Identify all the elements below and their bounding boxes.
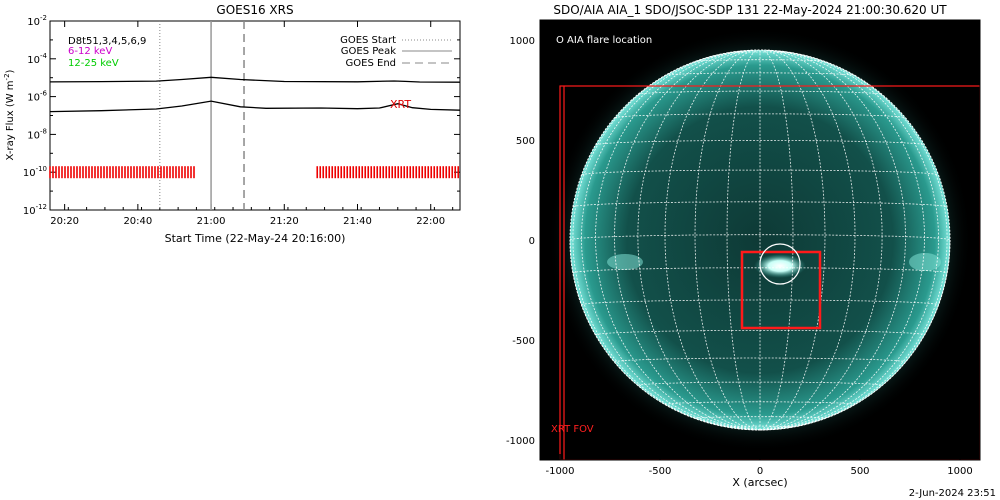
aia-x-tick-label: -500 (649, 466, 672, 477)
footer-timestamp: 2-Jun-2024 23:51 (909, 488, 996, 499)
aia-overlays (559, 85, 980, 460)
goes-y-tick-label-exp: -6 (40, 90, 48, 98)
aia-panel: SDO/AIA AIA_1 SDO/JSOC-SDP 131 22-May-20… (506, 3, 981, 489)
goes-y-tick-label: 10-10 (23, 165, 47, 179)
aia-longitude-line (637, 49, 761, 431)
aia-longitude-line (759, 50, 939, 431)
goes-event-lines (159, 21, 245, 210)
goes-y-tick-label: 10-8 (27, 127, 47, 141)
aia-bright-region-west (909, 253, 941, 271)
goes-x-tick-label: 21:00 (197, 216, 226, 227)
goes-xrt-label: XRT (390, 98, 411, 111)
aia-x-tick-label: 1000 (947, 466, 972, 477)
aia-y-tick-label: -1000 (506, 436, 535, 447)
goes-x-tick-label: 21:40 (343, 216, 372, 227)
aia-longitude-line (759, 49, 856, 431)
goes-series-line (49, 76, 461, 83)
goes-series (49, 76, 461, 113)
aia-x-axis: -1000 -500 0 500 1000 (545, 454, 973, 477)
goes-x-axis-label: Start Time (22-May-24 20:16:00) (165, 232, 346, 245)
aia-longitude-line (664, 49, 761, 431)
aia-heliographic-grid (569, 49, 951, 431)
aia-y-tick-label: 0 (529, 236, 535, 247)
aia-flare-legend: O AIA flare location (556, 35, 652, 46)
aia-latitude-line (637, 90, 883, 95)
goes-y-tick-label-exp: -8 (40, 127, 47, 135)
aia-longitude-line (759, 49, 883, 431)
goes-x-tick-label: 20:40 (123, 216, 152, 227)
aia-latitude-line (664, 72, 856, 76)
aia-y-tick-label: 500 (516, 136, 535, 147)
aia-latitude-line (595, 140, 925, 146)
aia-latitude-line (637, 381, 883, 386)
goes-y-tick-label-base: 10 (27, 130, 40, 141)
aia-bright-region-east (607, 254, 643, 270)
goes-y-tick-label-exp: -2 (40, 14, 47, 22)
aia-flare-legend-text: O AIA flare location (556, 35, 652, 46)
aia-longitude-line (759, 49, 906, 431)
goes-y-tick-label-base: 10 (23, 168, 36, 179)
goes-series-line (49, 100, 461, 113)
legend-goes-peak: GOES Peak (341, 46, 396, 57)
goes-y-tick-label-base: 10 (23, 206, 36, 217)
aia-xrt-fov-box (559, 85, 980, 460)
aia-limb (569, 49, 951, 431)
goes-legend-left: D8t51,3,4,5,6,9 6-12 keV 12-25 keV (68, 36, 146, 69)
legend-goes-start: GOES Start (340, 35, 396, 46)
goes-y-tick-label-base: 10 (27, 55, 40, 66)
goes-y-tick-label: 10-6 (27, 90, 47, 104)
aia-title: SDO/AIA AIA_1 SDO/JSOC-SDP 131 22-May-20… (553, 3, 947, 17)
goes-y-tick-label-base: 10 (27, 17, 40, 28)
aia-longitude-line (694, 49, 761, 431)
goes-x-tick-label: 20:20 (50, 216, 79, 227)
aia-x-tick-label: 500 (850, 466, 869, 477)
goes-y-tick-label: 10-12 (23, 203, 47, 217)
aia-xrt-fov-label: XRT FOV (551, 424, 594, 435)
aia-flare-glow (754, 254, 806, 278)
legend-goes-end: GOES End (346, 58, 396, 69)
legend-left-entry-2: 12-25 keV (68, 58, 119, 69)
aia-longitude-line (572, 53, 761, 431)
aia-latitude-line (581, 169, 939, 176)
goes-y-axis-label-close: ) (5, 69, 16, 73)
goes-y-tick-label-exp: -4 (40, 52, 48, 60)
goes-x-tick-label: 21:20 (270, 216, 299, 227)
goes-y-tick-label-base: 10 (27, 93, 40, 104)
aia-longitude-line (726, 49, 761, 431)
goes-chart-title: GOES16 XRS (216, 3, 293, 17)
legend-left-entry-1: 6-12 keV (68, 46, 112, 57)
aia-longitude-line (759, 50, 925, 431)
aia-x-axis-label: X (arcsec) (732, 476, 787, 489)
aia-x-tick-label: -1000 (545, 466, 574, 477)
aia-longitude-line (581, 50, 761, 431)
goes-y-tick-label: 10-2 (27, 14, 47, 28)
aia-longitude-line (759, 53, 948, 431)
goes-y-tick-label-exp: -12 (36, 203, 47, 211)
aia-longitude-line (595, 50, 761, 431)
aia-y-tick-label: -500 (512, 336, 535, 347)
aia-xrt-target-box (740, 250, 822, 330)
aia-x-tick-label: 0 (757, 466, 763, 477)
goes-y-tick-label-exp: -10 (36, 165, 47, 173)
aia-y-tick-label: 1000 (510, 36, 535, 47)
goes-observation-ticks (49, 166, 460, 179)
goes-x-tick-label: 22:00 (416, 216, 445, 227)
aia-longitude-line (614, 49, 761, 431)
aia-latitude-line (695, 59, 825, 62)
aia-longitude-line (759, 49, 794, 431)
aia-flare-location-circle (759, 243, 801, 285)
goes-y-axis-label: X-ray Flux (W m-2) (3, 69, 16, 160)
legend-left-entry-0: D8t51,3,4,5,6,9 (68, 36, 146, 47)
aia-longitude-line (759, 49, 826, 431)
goes-y-axis-label-sup: -2 (3, 73, 11, 80)
goes-legend-right: GOES Start GOES Peak GOES End (340, 35, 452, 69)
aia-latitude-line (727, 51, 793, 54)
goes-y-axis-label-main: X-ray Flux (W m (5, 80, 16, 160)
goes-y-tick-label: 10-4 (27, 52, 47, 66)
aia-y-axis: -1000 -500 0 500 1000 (506, 36, 546, 447)
